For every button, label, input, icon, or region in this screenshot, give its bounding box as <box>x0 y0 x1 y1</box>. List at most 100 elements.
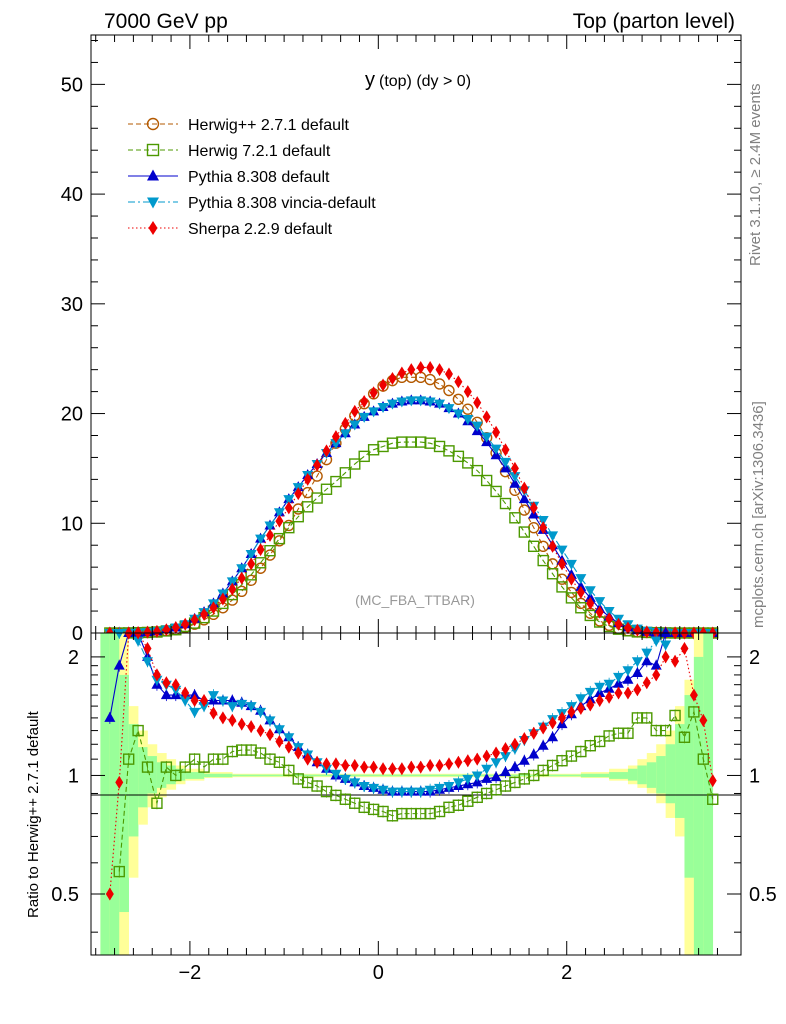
data-point <box>462 457 474 469</box>
data-point <box>292 510 304 523</box>
ratio-point <box>528 748 540 759</box>
ratio-point <box>633 683 642 697</box>
ratio-y-tick-label-right: 1 <box>749 765 760 787</box>
data-point <box>490 444 502 455</box>
ratio-point <box>631 657 643 668</box>
legend-marker <box>148 221 158 235</box>
data-point <box>443 445 455 457</box>
ratio-point <box>236 699 248 710</box>
ratio-point <box>152 668 161 682</box>
data-point <box>548 539 557 553</box>
data-point <box>518 504 531 516</box>
ratio-point <box>303 752 312 766</box>
ratio-point <box>415 787 427 798</box>
uncertainty-band-inner <box>128 724 139 837</box>
data-point <box>471 421 483 432</box>
ratio-point <box>115 775 124 789</box>
x-tick-label: 2 <box>561 962 572 984</box>
data-point <box>265 528 274 542</box>
data-point <box>181 617 190 631</box>
data-point <box>245 549 257 560</box>
ratio-point <box>264 716 276 727</box>
ratio-point <box>284 740 293 754</box>
ratio-point <box>518 754 530 765</box>
rivet-label: Rivet 3.1.10, ≥ 2.4M events <box>747 84 764 267</box>
ratio-point <box>141 761 154 773</box>
ratio-point <box>255 707 267 718</box>
data-point <box>330 439 342 450</box>
ratio-point <box>416 760 425 774</box>
ratio-point <box>547 731 559 742</box>
ratio-point <box>443 782 455 793</box>
ratio-point <box>434 783 446 794</box>
ratio-point <box>247 720 256 734</box>
data-point <box>452 450 465 463</box>
ratio-point <box>218 711 227 725</box>
ratio-point <box>680 642 689 656</box>
ratio-point <box>160 689 172 700</box>
data-point <box>623 621 632 635</box>
data-point <box>603 607 615 618</box>
data-point <box>435 363 444 377</box>
uncertainty-band-inner <box>684 695 695 878</box>
ratio-point <box>341 758 350 772</box>
ratio-point <box>490 771 502 782</box>
data-point <box>369 386 378 400</box>
ratio-point <box>339 774 351 785</box>
legend-marker <box>146 143 160 157</box>
ratio-point <box>104 711 116 722</box>
ratio-point <box>605 690 614 704</box>
uncertainty-band-inner <box>109 633 120 955</box>
data-point <box>152 624 161 638</box>
watermark: (MC_FBA_TTBAR) <box>355 592 475 608</box>
data-point <box>499 497 512 510</box>
data-point <box>547 531 559 542</box>
uncertainty-band-inner <box>580 773 610 778</box>
legend-entry-0: Herwig++ 2.7.1 default <box>128 117 350 134</box>
data-point <box>463 385 472 399</box>
ratio-point <box>707 793 719 805</box>
ratio-y-tick-label-right: 2 <box>749 647 760 669</box>
data-point <box>520 481 529 495</box>
ratio-point <box>671 654 680 668</box>
data-point <box>416 360 425 374</box>
main-title-main: y <box>365 69 375 91</box>
ratio-point <box>122 753 135 765</box>
uncertainty-band-inner <box>138 747 148 808</box>
ratio-point <box>198 702 210 713</box>
ratio-point <box>217 696 229 707</box>
data-point <box>605 612 614 626</box>
ratio-point <box>595 693 604 707</box>
data-point <box>226 577 238 588</box>
data-point <box>499 457 511 468</box>
ratio-point <box>669 709 681 722</box>
ratio-point <box>254 747 267 759</box>
data-point <box>501 443 510 457</box>
ratio-point <box>179 761 191 773</box>
data-point <box>322 444 331 458</box>
data-point <box>236 564 248 575</box>
ratio-point <box>313 755 322 769</box>
ratio-y-tick-label: 0.5 <box>51 884 79 906</box>
ratio-point <box>473 752 482 766</box>
data-point <box>331 430 340 444</box>
data-point <box>209 601 218 615</box>
data-point <box>237 571 246 585</box>
data-point <box>397 366 406 380</box>
data-point <box>454 375 463 389</box>
uncertainty-band-inner <box>665 744 676 804</box>
uncertainty-band-inner <box>100 633 111 955</box>
ratio-point <box>558 711 567 725</box>
data-point <box>558 557 567 571</box>
ratio-point <box>113 629 125 639</box>
ratio-point <box>594 682 606 693</box>
main-title: y (top) (dy > 0) <box>365 69 471 91</box>
data-point <box>283 521 295 534</box>
ratio-series-3 <box>105 626 717 901</box>
ratio-point <box>151 797 163 809</box>
ratio-point <box>369 760 378 774</box>
data-point <box>360 394 369 408</box>
data-point <box>528 540 540 553</box>
data-point <box>539 521 548 535</box>
data-point <box>396 397 408 408</box>
